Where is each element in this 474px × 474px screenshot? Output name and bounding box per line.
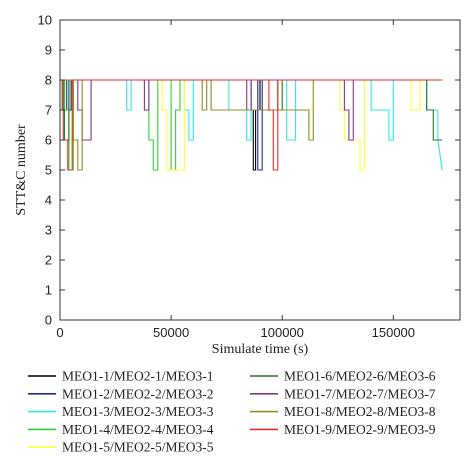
- legend-label-5: MEO1-5/MEO2-5/MEO3-5: [62, 440, 214, 455]
- x-tick-label: 0: [56, 325, 63, 340]
- series-layer: [60, 79, 443, 171]
- x-axis-title: Simulate time (s): [212, 342, 309, 357]
- series-line-8: [60, 79, 443, 171]
- x-tick-label: 100000: [261, 325, 304, 340]
- legend-label-4: MEO1-4/MEO2-4/MEO3-4: [62, 422, 214, 437]
- y-tick-label: 6: [45, 133, 52, 148]
- legend-label-1: MEO1-1/MEO2-1/MEO3-1: [62, 369, 214, 384]
- y-tick-label: 4: [45, 193, 52, 208]
- y-tick-label: 1: [45, 283, 52, 298]
- legend: MEO1-1/MEO2-1/MEO3-1 MEO1-2/MEO2-2/MEO3-2…: [28, 369, 436, 455]
- legend-label-3: MEO1-3/MEO2-3/MEO3-3: [62, 404, 214, 419]
- series-line-5: [60, 79, 443, 171]
- x-tick-label: 150000: [372, 325, 415, 340]
- legend-label-9: MEO1-9/MEO2-9/MEO3-9: [284, 422, 436, 437]
- y-tick-label: 8: [45, 73, 52, 88]
- y-tick-label: 3: [45, 223, 52, 238]
- y-tick-label: 9: [45, 43, 52, 58]
- y-tick-label: 10: [38, 13, 52, 28]
- y-tick-label: 0: [45, 313, 52, 328]
- plot-area: [59, 19, 461, 321]
- legend-label-6: MEO1-6/MEO2-6/MEO3-6: [284, 369, 436, 384]
- legend-label-2: MEO1-2/MEO2-2/MEO3-2: [62, 386, 214, 401]
- legend-label-8: MEO1-8/MEO2-8/MEO3-8: [284, 404, 436, 419]
- y-axis-title: STT&C number: [14, 124, 29, 216]
- legend-label-7: MEO1-7/MEO2-7/MEO3-7: [284, 386, 436, 401]
- y-tick-label: 5: [45, 163, 52, 178]
- x-tick-label: 50000: [153, 325, 189, 340]
- x-axis: 0 50000 100000 150000: [56, 20, 415, 340]
- y-axis: 0 1 2 3 4 5 6 7 8 9 10: [38, 13, 460, 328]
- y-tick-label: 2: [45, 253, 52, 268]
- y-tick-label: 7: [45, 103, 52, 118]
